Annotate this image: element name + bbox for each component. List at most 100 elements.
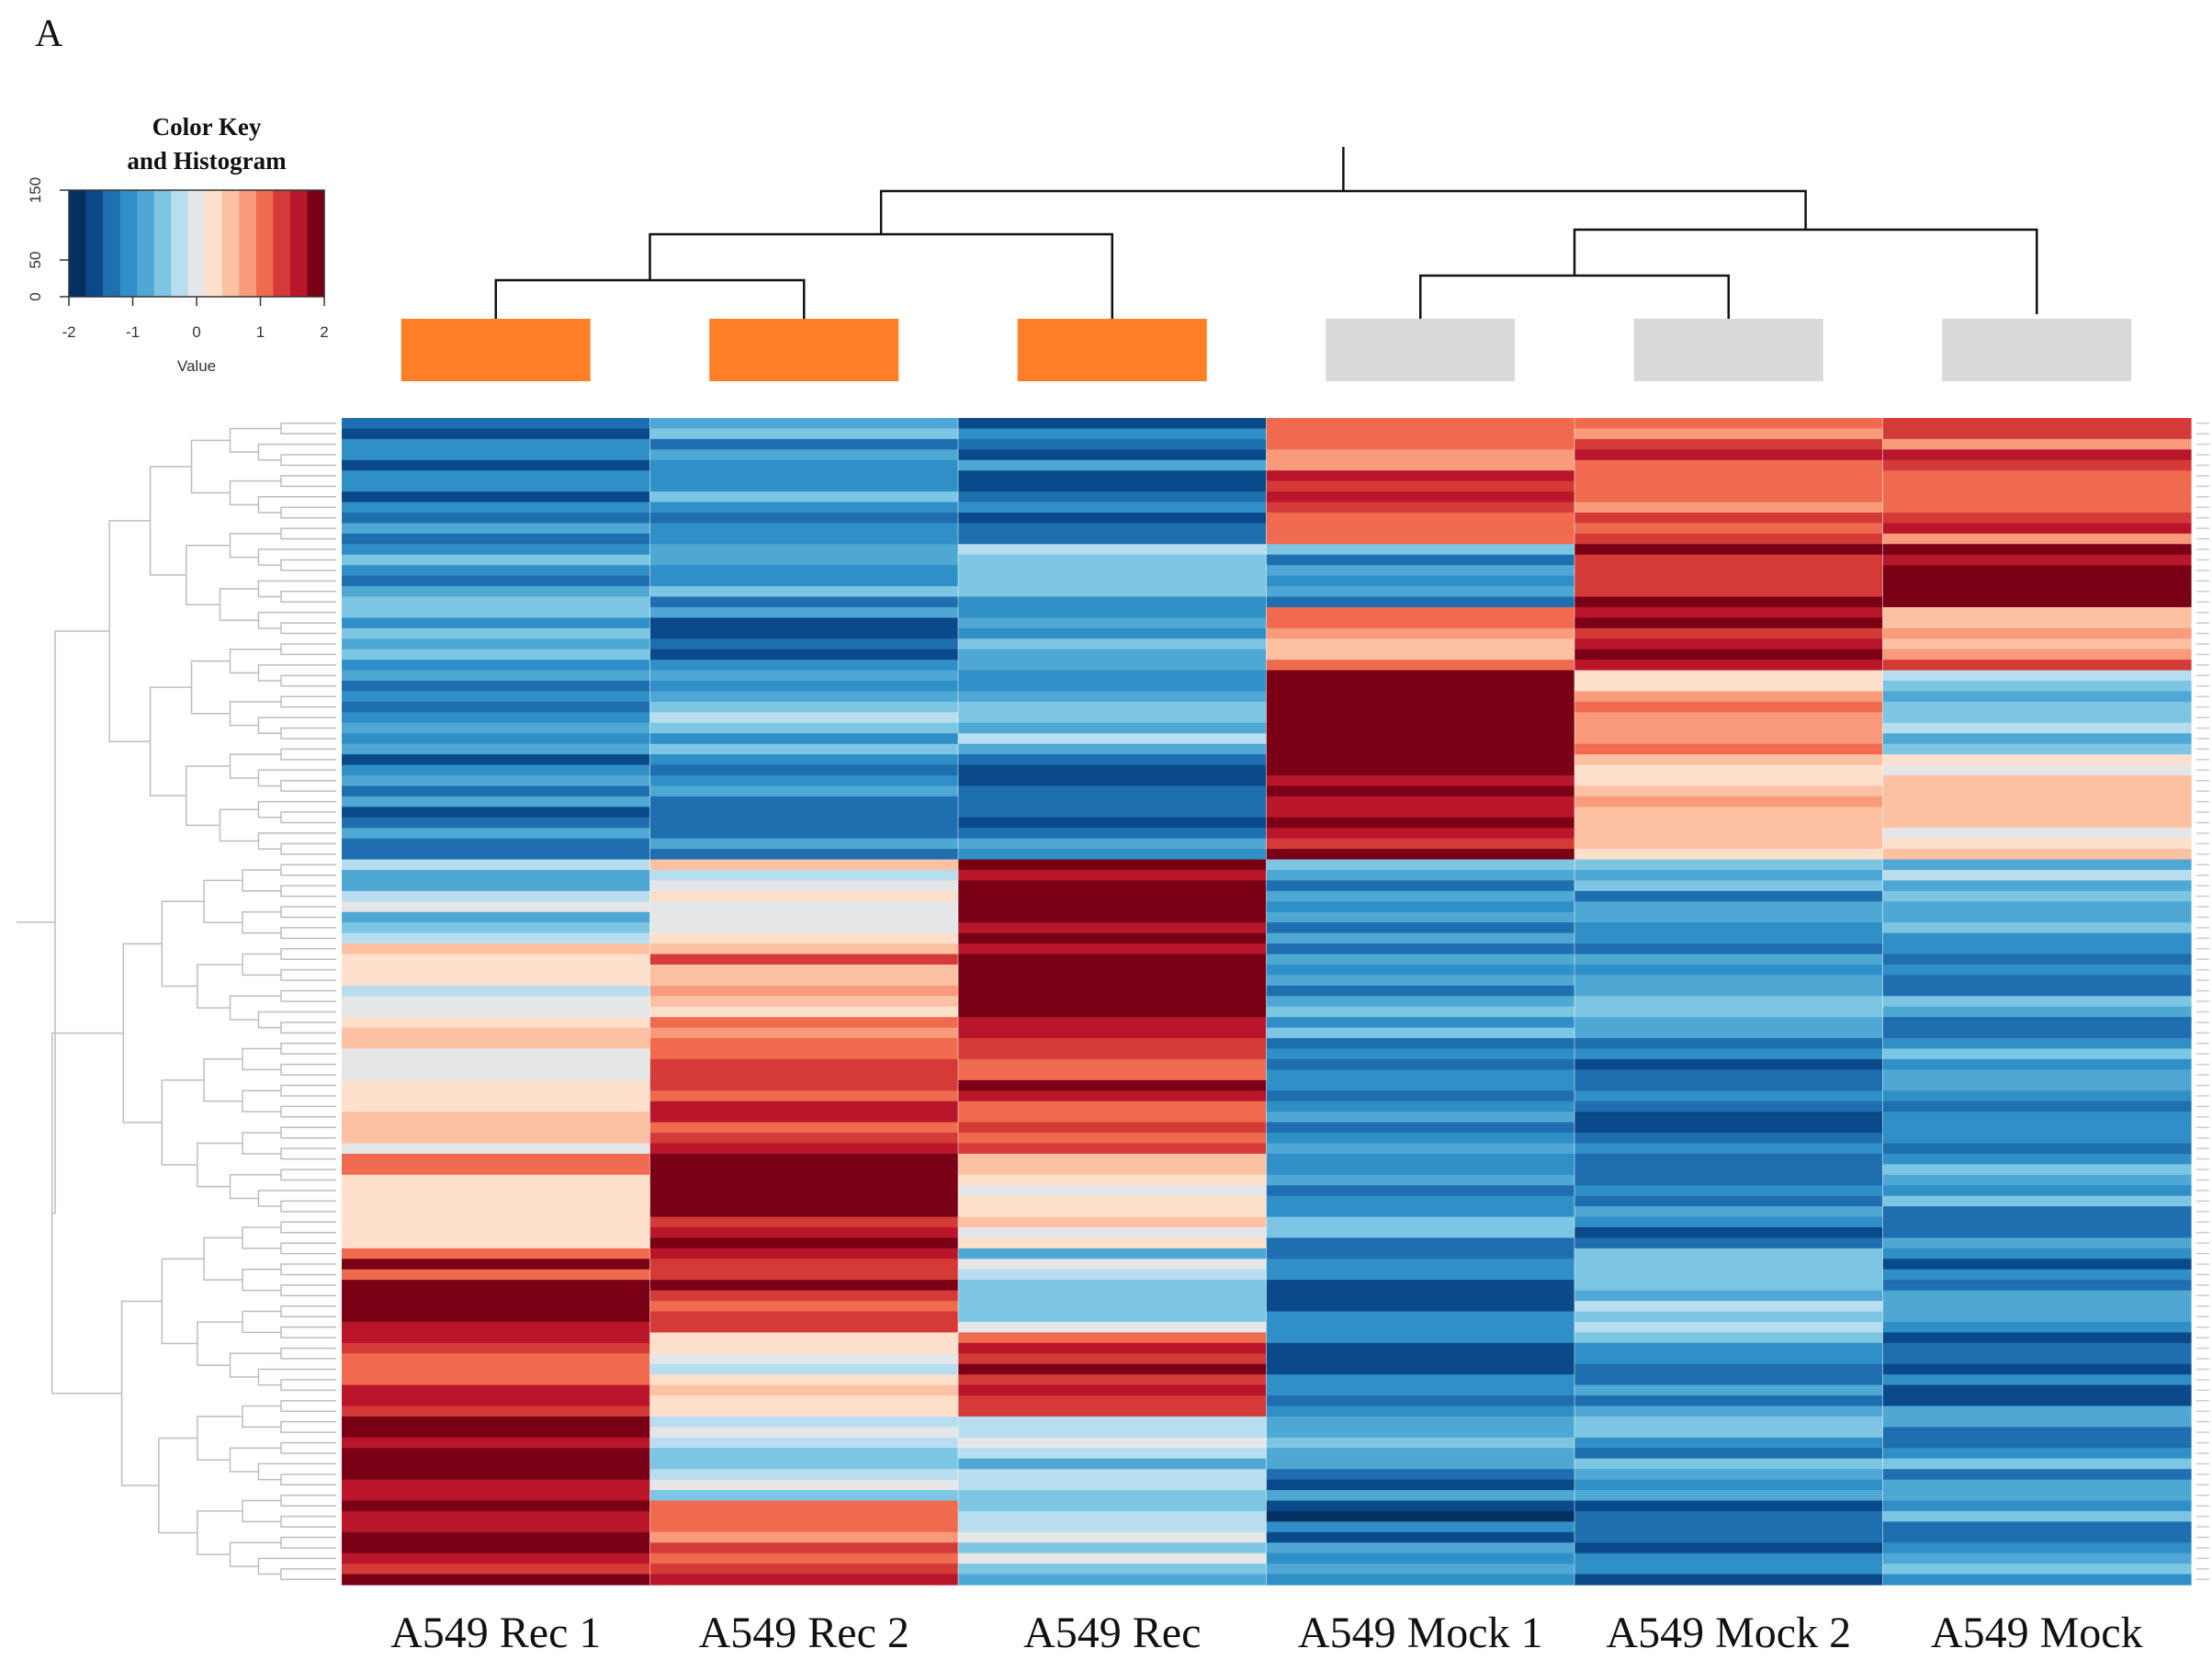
heatmap-cell: [1266, 1027, 1575, 1039]
heatmap-cell: [958, 1437, 1268, 1449]
heatmap-cell: [649, 1101, 959, 1112]
heatmap-cell: [1882, 712, 2192, 724]
heatmap-cell: [649, 1469, 959, 1481]
heatmap-cell: [1882, 1342, 2192, 1354]
heatmap-cell: [1574, 1342, 1884, 1354]
heatmap-cell: [958, 617, 1268, 629]
heatmap-cell: [1266, 996, 1575, 1008]
heatmap-cell: [1882, 544, 2192, 556]
heatmap-cell: [342, 785, 651, 797]
row-dendro-link: [242, 1047, 281, 1071]
heatmap-cell: [1882, 1427, 2192, 1439]
heatmap-cell: [342, 449, 651, 461]
heatmap-cell: [1574, 638, 1884, 650]
heatmap-cell: [1266, 807, 1575, 819]
heatmap-cell: [649, 1153, 959, 1165]
heatmap-cell: [1266, 743, 1575, 755]
heatmap-cell: [649, 1143, 959, 1155]
heatmap-cell: [1574, 701, 1884, 713]
heatmap-cell: [958, 932, 1268, 944]
heatmap-cell: [342, 670, 651, 682]
heatmap-cell: [1266, 911, 1575, 923]
heatmap-cell: [1882, 1406, 2192, 1417]
heatmap-cell: [649, 1269, 959, 1281]
heatmap-cell: [1266, 922, 1575, 934]
row-dendro-link: [280, 1126, 336, 1139]
heatmap-cell: [1266, 775, 1575, 787]
heatmap-cell: [958, 922, 1268, 934]
heatmap-cell: [342, 459, 651, 471]
color-key-x-ticks: -2 -1 0 1 2: [62, 297, 329, 341]
heatmap-cell: [1882, 638, 2192, 650]
heatmap-cell: [958, 890, 1268, 902]
row-dendro-link: [242, 869, 281, 892]
heatmap-cell: [1574, 1301, 1884, 1313]
heatmap-cell: [1882, 1143, 2192, 1155]
heatmap-cell: [1266, 1427, 1575, 1439]
heatmap-cell: [342, 491, 651, 503]
heatmap-cell: [1574, 785, 1884, 797]
heatmap-cell: [342, 922, 651, 934]
heatmap-cell: [1574, 1038, 1884, 1050]
heatmap-cell: [1882, 754, 2192, 766]
heatmap-cell: [958, 638, 1268, 650]
dendro-link-rec-group: [649, 232, 1113, 319]
heatmap-cell: [958, 985, 1268, 997]
heatmap-cell: [1266, 1206, 1575, 1218]
heatmap-cell: [1882, 996, 2192, 1008]
row-dendro-link: [280, 1568, 336, 1581]
heatmap-cell: [958, 964, 1268, 976]
row-dendro-link: [229, 648, 281, 674]
heatmap-cell: [649, 1531, 959, 1543]
heatmap-cell: [1266, 849, 1575, 861]
heatmap-cell: [958, 1290, 1268, 1302]
row-dendro-link: [161, 1079, 204, 1166]
heatmap-cell: [1882, 1237, 2192, 1249]
heatmap-cell: [958, 512, 1268, 525]
row-dendro-link: [280, 748, 336, 761]
heatmap-cell: [342, 1101, 651, 1112]
row-dendro-link: [257, 1557, 336, 1575]
heatmap-cell: [1882, 1017, 2192, 1029]
heatmap-cell: [958, 660, 1268, 672]
heatmap-cell: [649, 807, 959, 819]
heatmap-cell: [1882, 1174, 2192, 1186]
heatmap-cell: [649, 1321, 959, 1334]
heatmap-cell: [1882, 890, 2192, 902]
heatmap-cell: [1882, 1038, 2192, 1050]
heatmap-cell: [1882, 701, 2192, 713]
heatmap-cell: [958, 1427, 1268, 1439]
heatmap-cell: [1882, 533, 2192, 545]
heatmap-cell: [958, 1321, 1268, 1334]
heatmap-cell: [958, 596, 1268, 608]
heatmap-cell: [1266, 1553, 1575, 1564]
heatmap-cell: [342, 954, 651, 966]
heatmap-cell: [958, 1269, 1268, 1281]
row-dendro-link: [280, 1169, 336, 1181]
heatmap-cell: [1266, 544, 1575, 556]
heatmap-cell: [1266, 712, 1575, 724]
heatmap-cell: [1574, 1500, 1884, 1512]
heatmap-cell: [958, 480, 1268, 492]
row-dendro-link: [242, 1132, 281, 1155]
heatmap-cell: [649, 1112, 959, 1124]
heatmap-cell: [1882, 722, 2192, 734]
heatmap-cell: [1574, 617, 1884, 629]
heatmap-cell: [1882, 470, 2192, 482]
heatmap-cell: [1882, 828, 2192, 840]
heatmap-cell: [342, 1521, 651, 1533]
heatmap-cell: [1882, 1321, 2192, 1334]
color-key-swatch: [239, 190, 257, 297]
row-dendro-link: [280, 622, 336, 635]
heatmap-cell: [1882, 1112, 2192, 1124]
heatmap-cell: [342, 943, 651, 955]
heatmap-cell: [1574, 1416, 1884, 1428]
column-dendrogram: [494, 147, 2038, 319]
heatmap-cell: [342, 849, 651, 861]
heatmap-cell: [1882, 775, 2192, 787]
heatmap-cell: [1574, 712, 1884, 724]
heatmap-cell: [1574, 438, 1884, 450]
heatmap-cell: [1266, 1479, 1575, 1491]
heatmap-cell: [958, 670, 1268, 682]
row-dendro-link: [280, 948, 336, 960]
